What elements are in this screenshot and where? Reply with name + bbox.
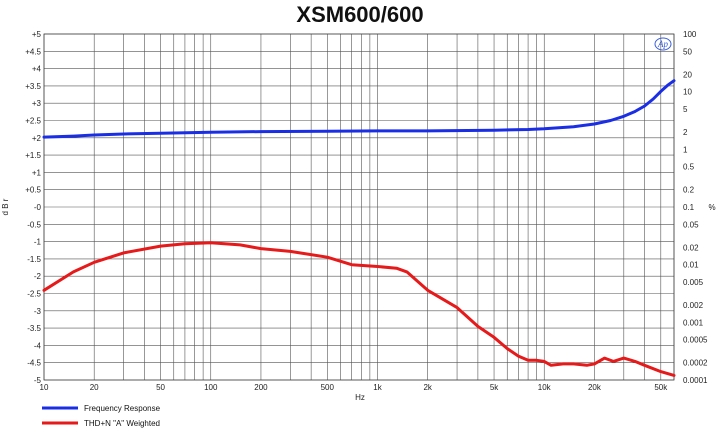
y-left-tick-label: -5 xyxy=(34,376,42,385)
ap-logo-text: Ap xyxy=(657,39,668,49)
x-tick-label: 2k xyxy=(423,383,432,392)
series-line-frequency-response xyxy=(42,79,676,139)
y-left-tick-label: +3.5 xyxy=(25,82,41,91)
y-left-tick-label: +2.5 xyxy=(25,117,41,126)
y-right-tick-label: 0.005 xyxy=(683,278,704,287)
grid xyxy=(43,33,675,381)
y-left-tick-label: -4 xyxy=(34,341,42,350)
y-left-tick-label: -1 xyxy=(34,238,42,247)
legend-label-thd: THD+N "A" Weighted xyxy=(84,419,160,428)
y-right-tick-label: 2 xyxy=(683,128,688,137)
x-tick-label: 5k xyxy=(490,383,499,392)
plot-frame xyxy=(43,33,675,381)
y-right-tick-label: 0.0001 xyxy=(683,376,708,385)
ap-logo: Ap xyxy=(654,37,672,51)
y-right-tick-label: 50 xyxy=(683,47,692,56)
y-left-tick-label: -1.5 xyxy=(27,255,41,264)
y-left-axis-label: d B r xyxy=(1,198,10,215)
y-right-tick-label: 10 xyxy=(683,88,692,97)
y-left-tick-label: -3 xyxy=(34,307,42,316)
y-right-tick-label: 1 xyxy=(683,145,688,154)
y-left-tick-label: -2 xyxy=(34,272,42,281)
series-line-thd xyxy=(42,241,676,377)
y-left-tick-label: +4 xyxy=(32,65,42,74)
chart-title: XSM600/600 xyxy=(296,2,423,27)
x-tick-label: 50 xyxy=(156,383,165,392)
y-left-tick-label: -2.5 xyxy=(27,290,41,299)
x-tick-label: 200 xyxy=(254,383,268,392)
y-right-tick-label: 0.02 xyxy=(683,243,699,252)
y-right-tick-label: 0.0002 xyxy=(683,359,708,368)
y-right-tick-label: 0.1 xyxy=(683,203,695,212)
y-right-ticks: 100 50 20 10 5 2 1 0.5 0.2 0.1 0.05 0.02 0.01 0.005 0.… xyxy=(683,30,708,385)
y-left-tick-label: +0.5 xyxy=(25,186,41,195)
x-tick-label: 50k xyxy=(654,383,668,392)
y-right-tick-label: 0.001 xyxy=(683,318,704,327)
legend-label-frequency-response: Frequency Response xyxy=(84,404,161,413)
x-tick-label: 100 xyxy=(204,383,218,392)
x-tick-label: 1k xyxy=(373,383,382,392)
y-left-tick-label: +1 xyxy=(32,168,42,177)
x-tick-label: 20 xyxy=(90,383,99,392)
y-left-tick-label: +5 xyxy=(32,30,42,39)
y-left-tick-label: +1.5 xyxy=(25,151,41,160)
y-right-tick-label: 20 xyxy=(683,70,692,79)
y-left-tick-label: +4.5 xyxy=(25,47,41,56)
x-ticks: 10 20 50 100 200 500 1k 2k 5k 10k 20k 50k xyxy=(40,383,669,392)
x-axis-label: Hz xyxy=(355,393,365,402)
y-left-tick-label: +2 xyxy=(32,134,42,143)
y-right-tick-label: 0.2 xyxy=(683,186,695,195)
x-tick-label: 500 xyxy=(321,383,335,392)
y-left-tick-label: -4.5 xyxy=(27,359,41,368)
y-left-tick-label: -0 xyxy=(34,203,42,212)
y-right-tick-label: 0.5 xyxy=(683,163,695,172)
y-right-tick-label: 0.0005 xyxy=(683,336,708,345)
series-group xyxy=(42,79,676,377)
y-right-tick-label: 0.002 xyxy=(683,301,704,310)
legend: Frequency Response THD+N "A" Weighted xyxy=(42,404,161,428)
y-left-ticks: +5 +4.5 +4 +3.5 +3 +2.5 +2 +1.5 +1 +0.5 -0 -0.5 -1 -1… xyxy=(25,30,41,385)
y-right-tick-label: 0.01 xyxy=(683,261,699,270)
y-right-axis-label: % xyxy=(708,203,715,212)
x-tick-label: 10 xyxy=(40,383,49,392)
y-right-tick-label: 0.05 xyxy=(683,220,699,229)
y-left-tick-label: -0.5 xyxy=(27,220,41,229)
y-right-tick-label: 100 xyxy=(683,30,697,39)
y-left-tick-label: -3.5 xyxy=(27,324,41,333)
x-tick-label: 10k xyxy=(538,383,552,392)
y-right-tick-label: 5 xyxy=(683,105,688,114)
y-left-tick-label: +3 xyxy=(32,99,42,108)
x-tick-label: 20k xyxy=(588,383,602,392)
